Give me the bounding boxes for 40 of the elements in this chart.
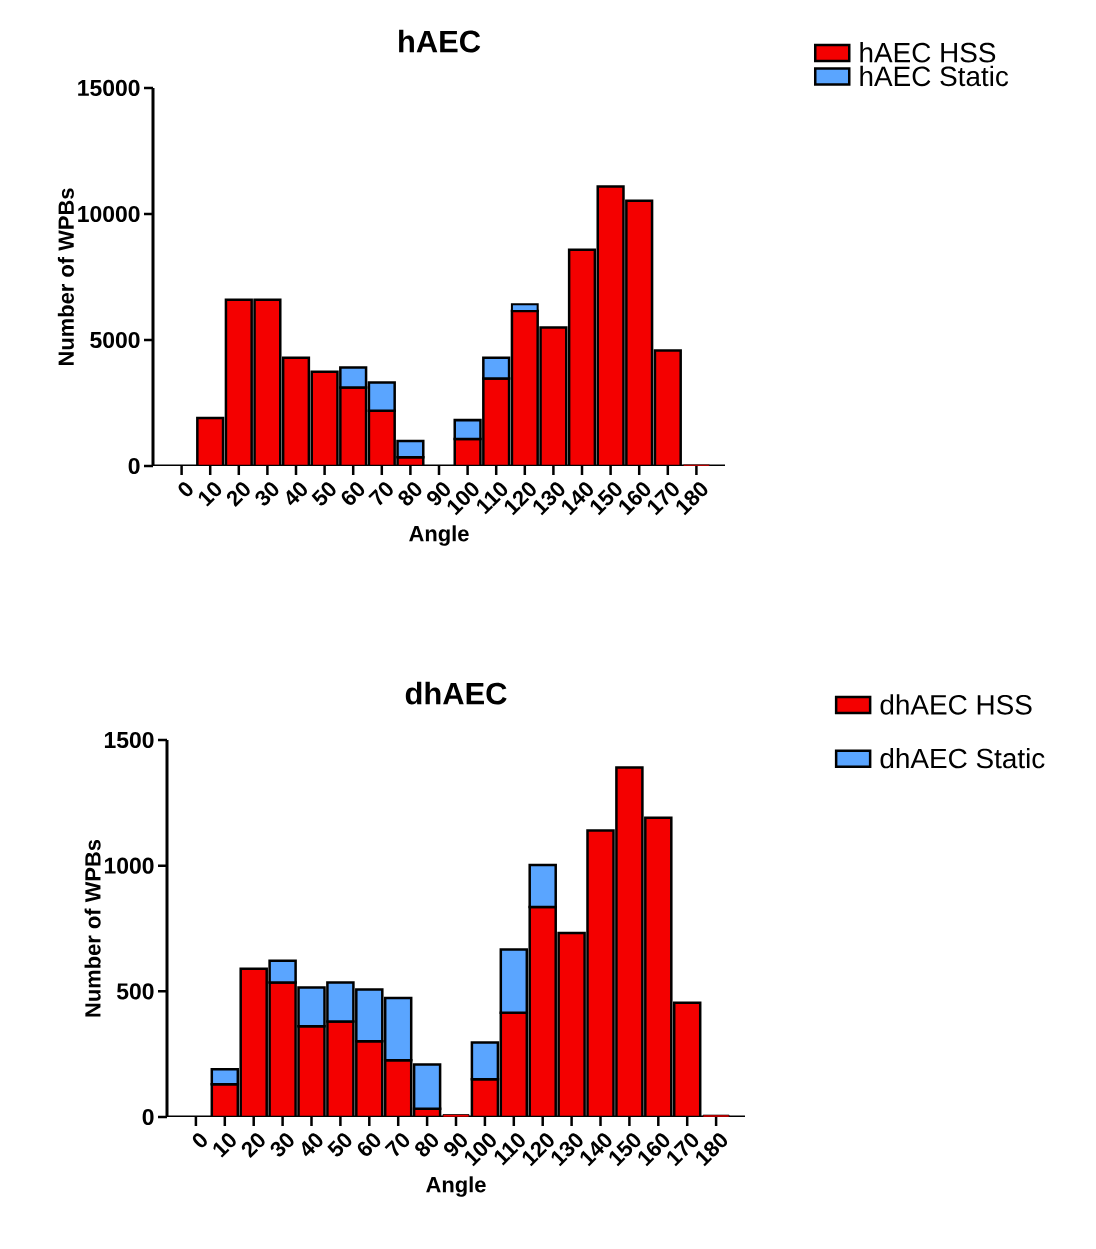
x-tick-label: 30 <box>270 1133 294 1157</box>
y-axis-title: Number of WPBs <box>84 839 101 1017</box>
legend-label: hAEC Static <box>860 65 1009 87</box>
x-tick-label: 60 <box>341 482 365 505</box>
y-tick-label: 0 <box>142 1108 154 1126</box>
x-tick-label: 20 <box>241 1133 265 1159</box>
x-tick-label: 30 <box>255 482 279 506</box>
x-tick-label: 70 <box>368 482 393 506</box>
legend-label: hAEC HSS <box>860 42 996 63</box>
y-tick-label: 15000 <box>78 79 140 97</box>
y-axis-title: Number of WPBs <box>57 188 74 366</box>
x-tick-label: 80 <box>398 482 422 506</box>
x-tick-label: 90 <box>444 1133 467 1157</box>
y-tick-label: 0 <box>128 457 140 475</box>
x-tick-label: 110 <box>476 482 508 515</box>
y-tick-label: 1500 <box>104 731 154 749</box>
legend-label: dhAEC Static <box>880 747 1045 769</box>
x-tick-label: 0 <box>192 1133 207 1148</box>
x-tick-label: 60 <box>357 1133 381 1156</box>
x-tick-label: 70 <box>384 1133 410 1157</box>
chart-title: dhAEC <box>405 681 507 705</box>
x-tick-label: 40 <box>286 482 307 506</box>
x-tick-label: 0 <box>178 482 193 497</box>
y-tick-label: 500 <box>116 983 154 1000</box>
y-tick-label: 1000 <box>104 857 154 874</box>
x-tick-label: 40 <box>301 1133 323 1157</box>
x-tick-label: 10 <box>213 1133 236 1158</box>
x-tick-label: 50 <box>327 1133 352 1157</box>
x-tick-label: 20 <box>226 482 250 508</box>
chart-title: hAEC <box>399 29 481 53</box>
legend-label: dhAEC HSS <box>880 694 1032 715</box>
x-tick-label: 180 <box>696 1133 728 1167</box>
x-axis-title: Angle <box>426 1176 486 1197</box>
x-tick-label: 50 <box>311 482 336 506</box>
x-tick-label: 10 <box>198 482 222 507</box>
y-tick-label: 5000 <box>90 331 140 349</box>
x-tick-label: 100 <box>464 1133 496 1167</box>
y-tick-label: 10000 <box>78 205 140 223</box>
x-axis-title: Angle <box>409 525 469 546</box>
x-tick-label: 80 <box>415 1133 439 1157</box>
